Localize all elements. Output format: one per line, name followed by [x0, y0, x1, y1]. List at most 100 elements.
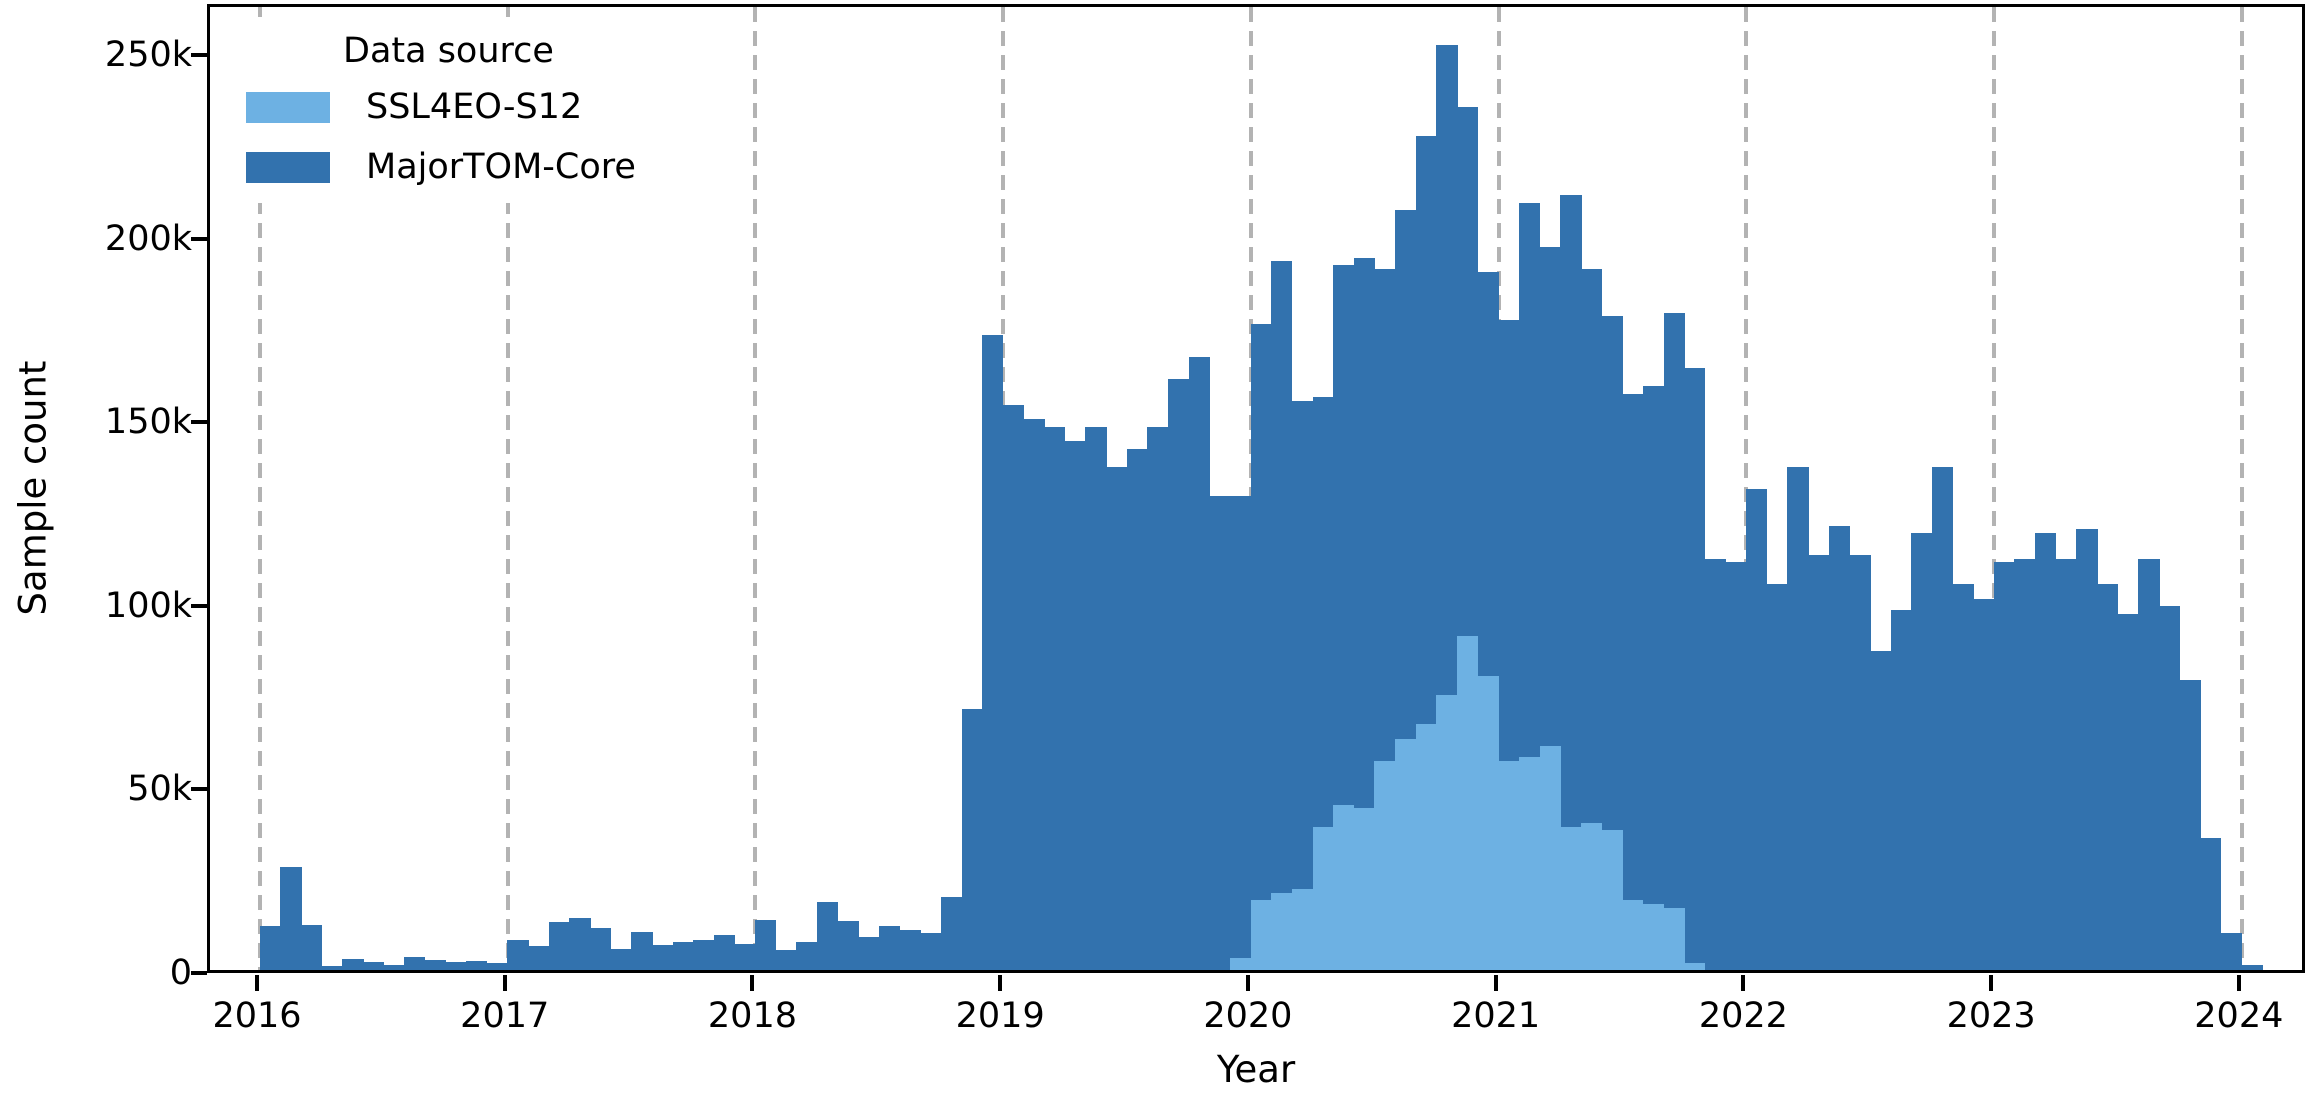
x-tick-label-2020: 2020	[1203, 996, 1293, 1036]
bar-ssl4eo-s12	[1580, 823, 1603, 970]
y-tick-mark-0	[191, 971, 207, 975]
bar-majortom-core	[1560, 195, 1582, 970]
x-tick-label-2016: 2016	[212, 996, 302, 1036]
bar-majortom-core	[342, 958, 364, 970]
bar-majortom-core	[817, 901, 839, 970]
bar-majortom-core	[1601, 316, 1623, 970]
bar-majortom-core	[899, 929, 921, 970]
bar-majortom-core	[1333, 264, 1355, 970]
bar-majortom-core	[2014, 558, 2036, 970]
bar-majortom-core	[259, 925, 281, 970]
bar-majortom-core	[466, 961, 488, 970]
bar-majortom-core	[1291, 400, 1314, 970]
bar-majortom-core	[1271, 261, 1293, 970]
bar-majortom-core	[775, 950, 798, 970]
x-tick-mark-2020	[1245, 975, 1250, 991]
y-tick-label-0: 0	[169, 953, 192, 993]
bar-majortom-core	[2200, 837, 2222, 970]
bar-majortom-core	[672, 942, 694, 970]
bar-majortom-core	[1064, 441, 1087, 970]
bar-majortom-core	[2097, 584, 2119, 970]
bar-majortom-core	[445, 962, 467, 970]
legend-swatch-ssl4eo-s12-icon	[246, 91, 330, 123]
bar-majortom-core	[362, 962, 385, 970]
y-tick-mark-100k	[191, 603, 207, 608]
x-tick-label-2021: 2021	[1451, 996, 1541, 1036]
bar-majortom-core	[1869, 650, 1892, 970]
bar-majortom-core	[383, 964, 405, 970]
x-axis-title: Year	[1216, 1048, 1296, 1091]
bar-ssl4eo-s12	[1518, 757, 1541, 970]
y-tick-label-50k: 50k	[127, 769, 192, 810]
bar-ssl4eo-s12	[1250, 900, 1272, 970]
bar-majortom-core	[2179, 679, 2201, 970]
bar-ssl4eo-s12	[1622, 900, 1644, 970]
x-tick-mark-2022	[1741, 975, 1746, 991]
bar-majortom-core	[1044, 426, 1066, 970]
legend: Data source SSL4EO-S12 MajorTOM-Core	[232, 17, 664, 203]
x-tick-label-2023: 2023	[1946, 996, 2036, 1036]
bar-majortom-core	[1642, 386, 1665, 970]
bar-majortom-core	[1023, 419, 1045, 970]
y-tick-mark-150k	[191, 420, 207, 425]
y-tick-mark-50k	[191, 787, 207, 792]
bar-majortom-core	[2138, 558, 2160, 970]
bar-majortom-core	[1250, 323, 1272, 970]
bar-majortom-core	[1085, 426, 1107, 970]
bar-majortom-core	[1911, 533, 1933, 970]
bar-majortom-core	[837, 920, 859, 970]
bar-ssl4eo-s12	[1374, 760, 1396, 970]
bar-majortom-core	[651, 945, 674, 970]
bar-majortom-core	[1106, 466, 1128, 970]
year-gridline-2018	[753, 7, 758, 970]
x-tick-label-2017: 2017	[460, 996, 550, 1036]
x-tick-label-2022: 2022	[1698, 996, 1788, 1036]
bar-majortom-core	[1704, 558, 1727, 970]
bar-majortom-core	[610, 949, 632, 970]
bar-majortom-core	[796, 941, 818, 970]
bar-ssl4eo-s12	[1353, 808, 1376, 970]
bar-majortom-core	[1168, 378, 1190, 970]
y-tick-label-100k: 100k	[104, 585, 192, 626]
bar-majortom-core	[879, 925, 901, 970]
bar-ssl4eo-s12	[1312, 826, 1334, 970]
bar-majortom-core	[940, 896, 963, 970]
bar-majortom-core	[1973, 599, 1995, 970]
bar-majortom-core	[1663, 312, 1685, 970]
bar-majortom-core	[590, 927, 612, 970]
bar-ssl4eo-s12	[1642, 903, 1665, 970]
bar-majortom-core	[548, 921, 570, 970]
y-tick-label-150k: 150k	[104, 402, 192, 443]
legend-label-ssl4eo-s12: SSL4EO-S12	[366, 87, 583, 127]
x-tick-label-2019: 2019	[955, 996, 1045, 1036]
bar-majortom-core	[2055, 558, 2077, 970]
year-gridline-2022	[1744, 7, 1749, 970]
bar-majortom-core	[1147, 426, 1169, 970]
legend-item-majortom-core: MajorTOM-Core	[246, 147, 636, 187]
bar-majortom-core	[1787, 466, 1809, 970]
x-tick-mark-2018	[750, 975, 755, 991]
bar-majortom-core	[1353, 257, 1376, 970]
bar-ssl4eo-s12	[1498, 760, 1520, 970]
bar-majortom-core	[920, 933, 942, 970]
y-tick-label-250k: 250k	[104, 35, 192, 75]
legend-title: Data source	[343, 31, 554, 71]
legend-label-majortom-core: MajorTOM-Core	[366, 147, 636, 187]
bar-majortom-core	[300, 924, 323, 970]
bar-majortom-core	[1766, 584, 1788, 970]
legend-swatch-majortom-core-icon	[246, 151, 330, 183]
bar-majortom-core	[2076, 529, 2098, 970]
x-tick-mark-2019	[998, 975, 1003, 991]
bar-majortom-core	[569, 918, 591, 970]
bar-majortom-core	[321, 965, 343, 970]
bar-majortom-core	[2220, 933, 2243, 970]
bar-majortom-core	[2158, 606, 2181, 970]
bar-majortom-core	[486, 963, 509, 970]
bar-ssl4eo-s12	[1229, 957, 1252, 970]
bar-majortom-core	[713, 934, 736, 970]
bar-majortom-core	[424, 960, 447, 970]
bar-majortom-core	[734, 943, 756, 970]
bar-majortom-core	[982, 334, 1004, 970]
bar-majortom-core	[2035, 533, 2057, 970]
